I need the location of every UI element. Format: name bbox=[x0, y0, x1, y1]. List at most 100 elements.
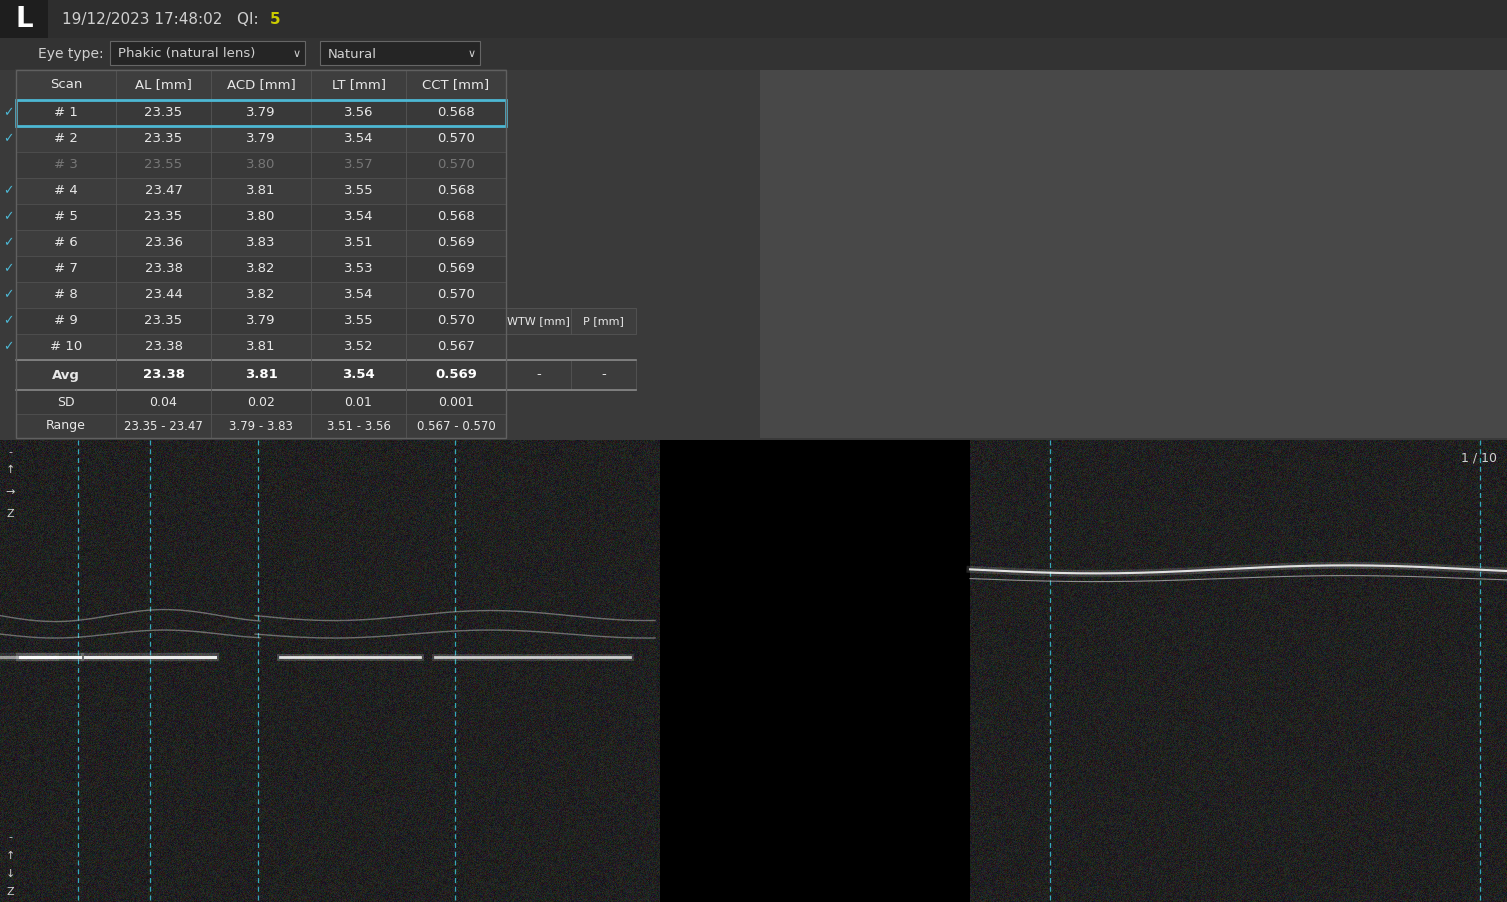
Text: 3.80: 3.80 bbox=[246, 159, 276, 171]
Text: -: - bbox=[8, 832, 12, 842]
Text: LT [mm]: LT [mm] bbox=[332, 78, 386, 91]
Bar bbox=[110, 41, 304, 65]
Text: ✓: ✓ bbox=[3, 133, 14, 145]
Bar bbox=[0, 38, 1507, 70]
Text: Eye type:: Eye type: bbox=[38, 47, 104, 61]
Text: Natural: Natural bbox=[329, 48, 377, 60]
Text: Avg: Avg bbox=[53, 369, 80, 382]
Text: 3.81: 3.81 bbox=[246, 340, 276, 354]
Text: 23.38: 23.38 bbox=[145, 340, 182, 354]
Bar bbox=[17, 70, 506, 100]
Text: 23.38: 23.38 bbox=[145, 262, 182, 275]
Text: ACD [mm]: ACD [mm] bbox=[226, 78, 295, 91]
Text: 0.569: 0.569 bbox=[436, 369, 476, 382]
Text: 3.53: 3.53 bbox=[344, 262, 374, 275]
Bar bbox=[17, 152, 506, 178]
Text: 23.36: 23.36 bbox=[145, 236, 182, 250]
Text: # 8: # 8 bbox=[54, 289, 78, 301]
Bar bbox=[17, 282, 506, 308]
Bar bbox=[17, 390, 506, 414]
Text: Scan: Scan bbox=[50, 78, 83, 91]
Bar bbox=[17, 334, 506, 360]
Text: Z: Z bbox=[6, 509, 14, 519]
Text: ✓: ✓ bbox=[3, 106, 14, 119]
Text: -: - bbox=[536, 369, 541, 382]
Bar bbox=[506, 360, 636, 390]
Text: 23.44: 23.44 bbox=[145, 289, 182, 301]
Bar bbox=[506, 360, 636, 390]
Text: 19/12/2023 17:48:02   QI:: 19/12/2023 17:48:02 QI: bbox=[62, 12, 264, 26]
Text: 0.569: 0.569 bbox=[437, 236, 475, 250]
Text: 0.568: 0.568 bbox=[437, 185, 475, 198]
Text: 0.01: 0.01 bbox=[345, 395, 372, 409]
Text: 3.52: 3.52 bbox=[344, 340, 374, 354]
Text: # 10: # 10 bbox=[50, 340, 81, 354]
Text: ✓: ✓ bbox=[3, 315, 14, 327]
Text: CCT [mm]: CCT [mm] bbox=[422, 78, 490, 91]
Text: 3.55: 3.55 bbox=[344, 315, 374, 327]
Text: 0.570: 0.570 bbox=[437, 133, 475, 145]
Text: # 5: # 5 bbox=[54, 210, 78, 224]
Text: 23.35: 23.35 bbox=[145, 133, 182, 145]
Text: 3.82: 3.82 bbox=[246, 289, 276, 301]
Text: 3.54: 3.54 bbox=[342, 369, 375, 382]
Text: 3.83: 3.83 bbox=[246, 236, 276, 250]
Text: 3.51 - 3.56: 3.51 - 3.56 bbox=[327, 419, 390, 432]
Text: # 2: # 2 bbox=[54, 133, 78, 145]
Bar bbox=[0, 0, 1507, 38]
Bar bbox=[660, 440, 971, 902]
Text: 23.35: 23.35 bbox=[145, 106, 182, 119]
Text: 0.02: 0.02 bbox=[247, 395, 274, 409]
Text: L: L bbox=[15, 5, 33, 33]
Text: 23.35: 23.35 bbox=[145, 210, 182, 224]
Bar bbox=[17, 100, 506, 126]
Text: 3.79: 3.79 bbox=[246, 315, 276, 327]
Text: 3.54: 3.54 bbox=[344, 133, 374, 145]
Bar bbox=[17, 308, 506, 334]
Text: 23.55: 23.55 bbox=[145, 159, 182, 171]
Text: 1 / 10: 1 / 10 bbox=[1460, 452, 1496, 465]
Text: ✓: ✓ bbox=[3, 289, 14, 301]
Text: AL [mm]: AL [mm] bbox=[136, 78, 191, 91]
Text: ✓: ✓ bbox=[3, 210, 14, 224]
Text: ✓: ✓ bbox=[3, 262, 14, 275]
Bar bbox=[17, 70, 506, 438]
Bar bbox=[17, 100, 506, 126]
Text: 3.56: 3.56 bbox=[344, 106, 374, 119]
Text: ∨: ∨ bbox=[469, 49, 476, 59]
Text: Range: Range bbox=[47, 419, 86, 432]
Text: 0.570: 0.570 bbox=[437, 315, 475, 327]
Bar bbox=[319, 41, 481, 65]
Text: 3.79: 3.79 bbox=[246, 133, 276, 145]
Text: 3.81: 3.81 bbox=[246, 185, 276, 198]
Text: ✓: ✓ bbox=[3, 340, 14, 354]
Text: Z: Z bbox=[6, 887, 14, 897]
Text: # 4: # 4 bbox=[54, 185, 78, 198]
Text: 3.54: 3.54 bbox=[344, 289, 374, 301]
Text: Phakic (natural lens): Phakic (natural lens) bbox=[118, 48, 255, 60]
Text: 3.55: 3.55 bbox=[344, 185, 374, 198]
Text: 0.568: 0.568 bbox=[437, 106, 475, 119]
Text: 3.57: 3.57 bbox=[344, 159, 374, 171]
Text: ∨: ∨ bbox=[292, 49, 301, 59]
Bar bbox=[17, 360, 506, 390]
Bar bbox=[17, 414, 506, 438]
Text: # 7: # 7 bbox=[54, 262, 78, 275]
Bar bbox=[0, 0, 48, 38]
Text: 0.567: 0.567 bbox=[437, 340, 475, 354]
Text: 0.04: 0.04 bbox=[149, 395, 178, 409]
Text: 23.35 - 23.47: 23.35 - 23.47 bbox=[124, 419, 203, 432]
Text: # 1: # 1 bbox=[54, 106, 78, 119]
Bar bbox=[17, 178, 506, 204]
Text: 23.38: 23.38 bbox=[143, 369, 184, 382]
Text: -: - bbox=[8, 447, 12, 457]
Text: 0.568: 0.568 bbox=[437, 210, 475, 224]
Text: # 9: # 9 bbox=[54, 315, 78, 327]
Text: 0.570: 0.570 bbox=[437, 159, 475, 171]
Text: 3.81: 3.81 bbox=[244, 369, 277, 382]
Text: 0.001: 0.001 bbox=[439, 395, 473, 409]
Bar bbox=[760, 70, 1507, 438]
Text: 3.80: 3.80 bbox=[246, 210, 276, 224]
Bar bbox=[110, 41, 304, 65]
Text: 0.567 - 0.570: 0.567 - 0.570 bbox=[416, 419, 496, 432]
